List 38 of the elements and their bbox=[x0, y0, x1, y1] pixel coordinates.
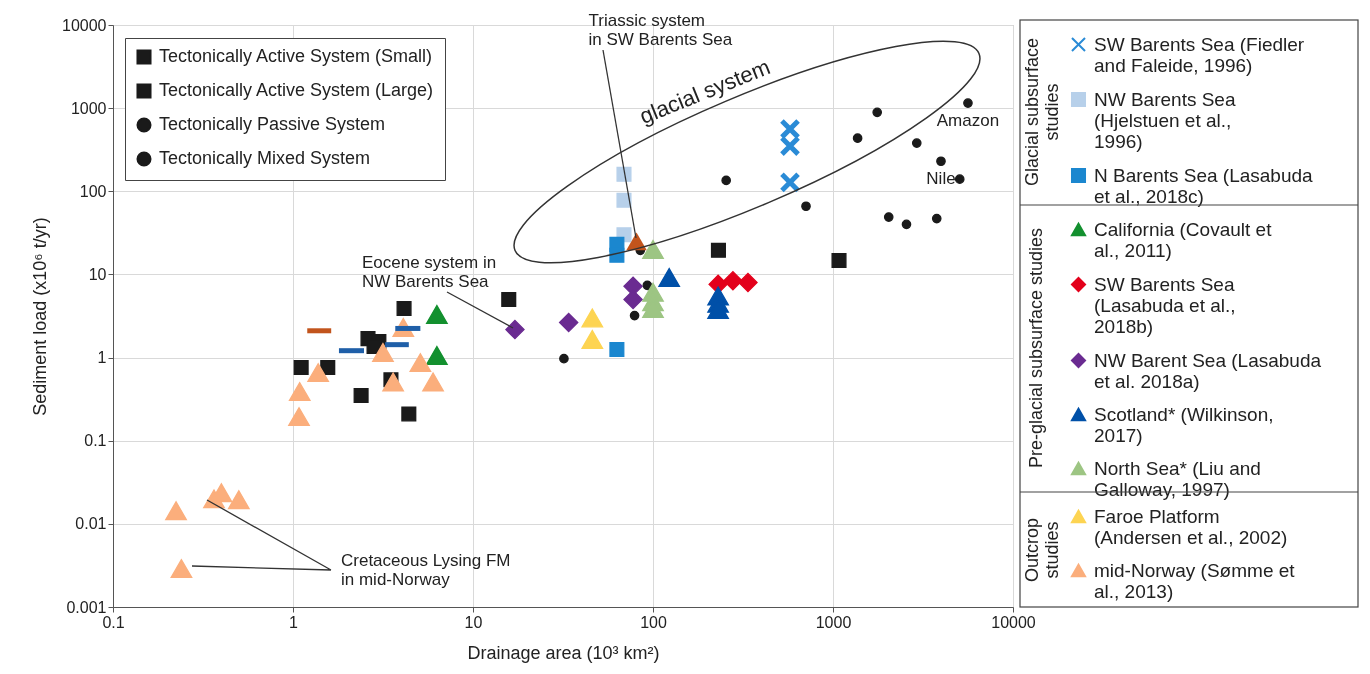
y-tick-label: 1 bbox=[97, 349, 107, 367]
y-tick-label: 10000 bbox=[62, 16, 107, 34]
x-tick-label: 100 bbox=[640, 613, 667, 631]
x-tick-label: 10000 bbox=[991, 613, 1036, 631]
y-tick-label: 100 bbox=[79, 182, 107, 200]
legend-label: SW Barents Sea (Fiedler and Faleide, 1996) bbox=[1094, 33, 1305, 76]
text: Glacial subsurface studies bbox=[1022, 37, 1062, 187]
x-axis-title: Drainage area (10³ km²) bbox=[467, 642, 660, 663]
annotation: Triassic system in SW Barents Sea bbox=[588, 11, 733, 50]
legend-label: SW Barents Sea (Lasabuda et al., 2018b) bbox=[1094, 273, 1236, 337]
text: Pre-glacial subsurface studies bbox=[1026, 227, 1046, 469]
legend-label: Tectonically Active System (Small) bbox=[159, 46, 433, 66]
legend-label: mid-Norway (Sømme et al., 2013) bbox=[1094, 559, 1296, 602]
y-tick-label: 0.1 bbox=[84, 432, 107, 450]
legend-label: Tectonically Mixed System bbox=[159, 148, 371, 168]
legend-label: California (Covault et al., 2011) bbox=[1094, 218, 1273, 261]
y-tick-label: 0.001 bbox=[66, 598, 107, 616]
legend-label: Tectonically Passive System bbox=[159, 114, 386, 134]
legend-label: N Barents Sea (Lasabuda et al., 2018c) bbox=[1094, 164, 1314, 207]
legend-label: NW Barent Sea (Lasabuda et al. 2018a) bbox=[1094, 349, 1322, 392]
annotation: Nile bbox=[926, 169, 956, 189]
annotation: Amazon bbox=[936, 111, 1000, 131]
x-tick-label: 10 bbox=[464, 613, 483, 631]
y-tick-label: 0.01 bbox=[75, 515, 107, 533]
legend-label: North Sea* (Liu and Galloway, 1997) bbox=[1094, 457, 1261, 500]
y-tick-label: 1000 bbox=[70, 99, 107, 117]
legend-label: Faroe Platform (Andersen et al., 2002) bbox=[1094, 505, 1288, 548]
x-tick-label: 1 bbox=[289, 613, 299, 631]
x-tick-label: 0.1 bbox=[102, 613, 125, 631]
legend-label: NW Barents Sea (Hjelstuen et al., 1996) bbox=[1094, 88, 1236, 152]
annotation: Cretaceous Lysing FM in mid-Norway bbox=[341, 550, 511, 589]
legend-label: Tectonically Active System (Large) bbox=[159, 80, 434, 100]
y-tick-label: 10 bbox=[88, 265, 107, 283]
y-axis-title: Sediment load (x10⁶ t/yr) bbox=[30, 217, 51, 416]
annotation: Eocene system in NW Barents Sea bbox=[361, 252, 497, 291]
legend-label: Scotland* (Wilkinson, 2017) bbox=[1094, 403, 1274, 446]
text: Outcrop studies bbox=[1022, 517, 1062, 583]
x-tick-label: 1000 bbox=[815, 613, 852, 631]
